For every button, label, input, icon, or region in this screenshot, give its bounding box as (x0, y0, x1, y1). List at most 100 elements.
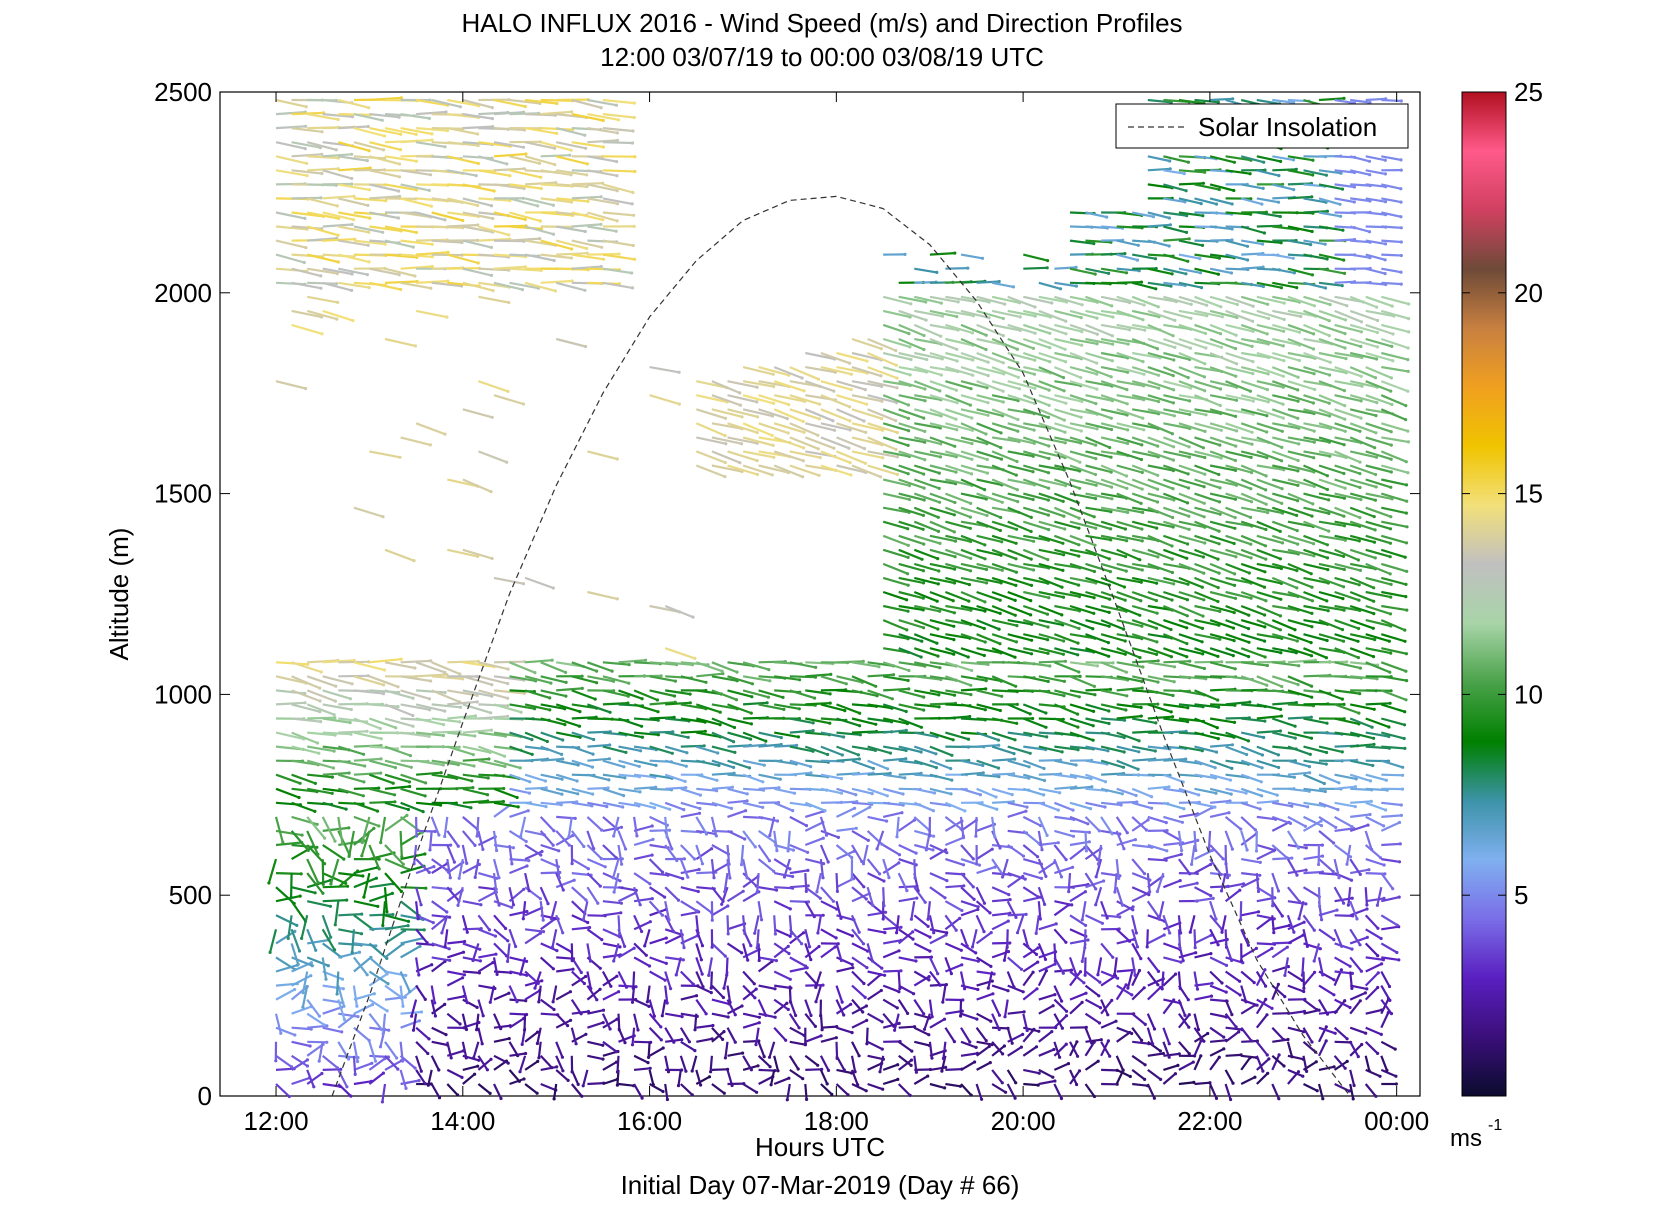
wind-barb-head (360, 912, 364, 916)
wind-barb-head (1013, 613, 1017, 617)
wind-barb-head (377, 824, 381, 828)
wind-barb-head (982, 626, 986, 631)
wind-barb-head (959, 1014, 963, 1018)
wind-barb (400, 865, 425, 875)
wind-barb (338, 166, 371, 172)
wind-barb (400, 731, 430, 738)
wind-barb-head (861, 862, 866, 866)
wind-barb-head (886, 767, 890, 771)
wind-barb-head (722, 1091, 726, 1095)
wind-barb-head (1106, 749, 1110, 753)
wind-barb (384, 745, 411, 757)
wind-barb-head (582, 844, 586, 849)
wind-barb-head (1044, 874, 1048, 879)
wind-barb (587, 1009, 604, 1015)
wind-barb (613, 872, 620, 893)
wind-barb-head (397, 115, 401, 119)
wind-barb-head (745, 876, 749, 880)
wind-barb (348, 830, 355, 857)
wind-barb-head (949, 792, 953, 796)
wind-barb-head (923, 900, 927, 904)
wind-barb (322, 717, 351, 724)
wind-barb-head (969, 683, 973, 687)
wind-barb-head (445, 315, 449, 319)
wind-barb-head (1110, 998, 1114, 1003)
wind-barb (338, 759, 365, 768)
wind-barb-head (630, 286, 635, 290)
wind-barb (462, 548, 493, 560)
wind-barb (602, 169, 635, 173)
wind-barb-head (1107, 557, 1111, 561)
wind-barb (446, 858, 452, 878)
wind-barb-head (644, 953, 648, 957)
wind-barb (883, 969, 902, 973)
wind-barb (602, 702, 628, 706)
wind-barb-head (680, 1038, 684, 1042)
wind-barb (431, 661, 461, 676)
wind-barb-head (1028, 751, 1032, 755)
wind-barb-head (632, 946, 636, 950)
wind-barb-head (465, 861, 469, 866)
wind-barb (539, 886, 550, 905)
wind-barb-head (535, 1041, 540, 1046)
wind-barb-head (688, 701, 692, 705)
wind-barb-head (928, 949, 932, 953)
wind-barb-head (471, 958, 475, 963)
wind-barb-head (1105, 215, 1109, 219)
wind-barb-head (377, 786, 381, 790)
wind-barb (384, 943, 404, 959)
wind-barb-head (305, 174, 309, 178)
wind-barb (571, 914, 589, 924)
wind-barb (618, 773, 640, 778)
wind-barb (664, 844, 678, 862)
wind-barb-head (1060, 750, 1064, 754)
wind-barb-head (304, 246, 308, 250)
wind-barb-head (523, 265, 527, 269)
wind-barb-head (507, 233, 511, 237)
wind-barb-head (357, 950, 362, 954)
wind-barb-head (489, 490, 493, 494)
wind-barb-head (615, 131, 620, 135)
wind-barb-head (524, 839, 528, 844)
wind-barb-head (537, 1056, 541, 1060)
wind-barb (369, 851, 395, 861)
wind-barb-head (1093, 272, 1097, 276)
wind-barb-head (334, 684, 338, 688)
wind-barb-head (826, 1068, 831, 1072)
wind-barb-head (540, 979, 544, 983)
wind-barb-head (414, 159, 418, 163)
wind-barb (431, 239, 462, 244)
wind-barb (587, 155, 617, 163)
wind-barb (291, 323, 323, 335)
wind-barb-head (726, 1015, 730, 1019)
wind-barb-head (954, 388, 959, 392)
wind-barb-head (968, 403, 973, 407)
wind-barb (338, 183, 370, 191)
wind-barb-head (313, 781, 317, 786)
wind-barb-head (570, 200, 574, 204)
wind-barb-head (1053, 993, 1057, 997)
wind-barb (447, 113, 479, 119)
wind-barb-head (752, 982, 756, 986)
wind-barb-head (332, 713, 336, 717)
wind-barb-head (1063, 441, 1067, 445)
wind-barb-head (984, 687, 988, 691)
wind-barb-head (749, 944, 753, 948)
wind-barb-head (775, 819, 780, 823)
wind-barb-head (880, 417, 884, 421)
wind-barb (524, 1060, 539, 1071)
wind-barb-head (381, 1071, 385, 1075)
wind-barb (618, 759, 640, 768)
wind-barb (307, 1040, 327, 1044)
wind-barb-head (690, 1069, 694, 1073)
wind-barb (478, 731, 506, 738)
wind-barb-head (733, 1040, 737, 1044)
wind-barb-head (749, 711, 753, 715)
wind-barb-head (1108, 597, 1112, 601)
wind-barb (447, 940, 465, 945)
wind-barb (633, 759, 657, 767)
wind-barb (618, 717, 642, 728)
wind-barb (571, 703, 597, 710)
wind-barb-head (630, 1000, 635, 1004)
wind-barb (291, 1058, 308, 1071)
